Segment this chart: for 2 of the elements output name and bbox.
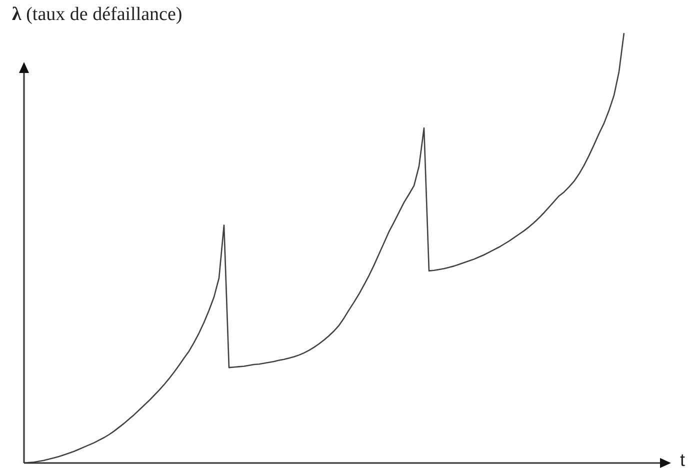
y-axis-title: λ (taux de défaillance) — [12, 4, 182, 26]
x-axis-title: t — [680, 450, 686, 471]
